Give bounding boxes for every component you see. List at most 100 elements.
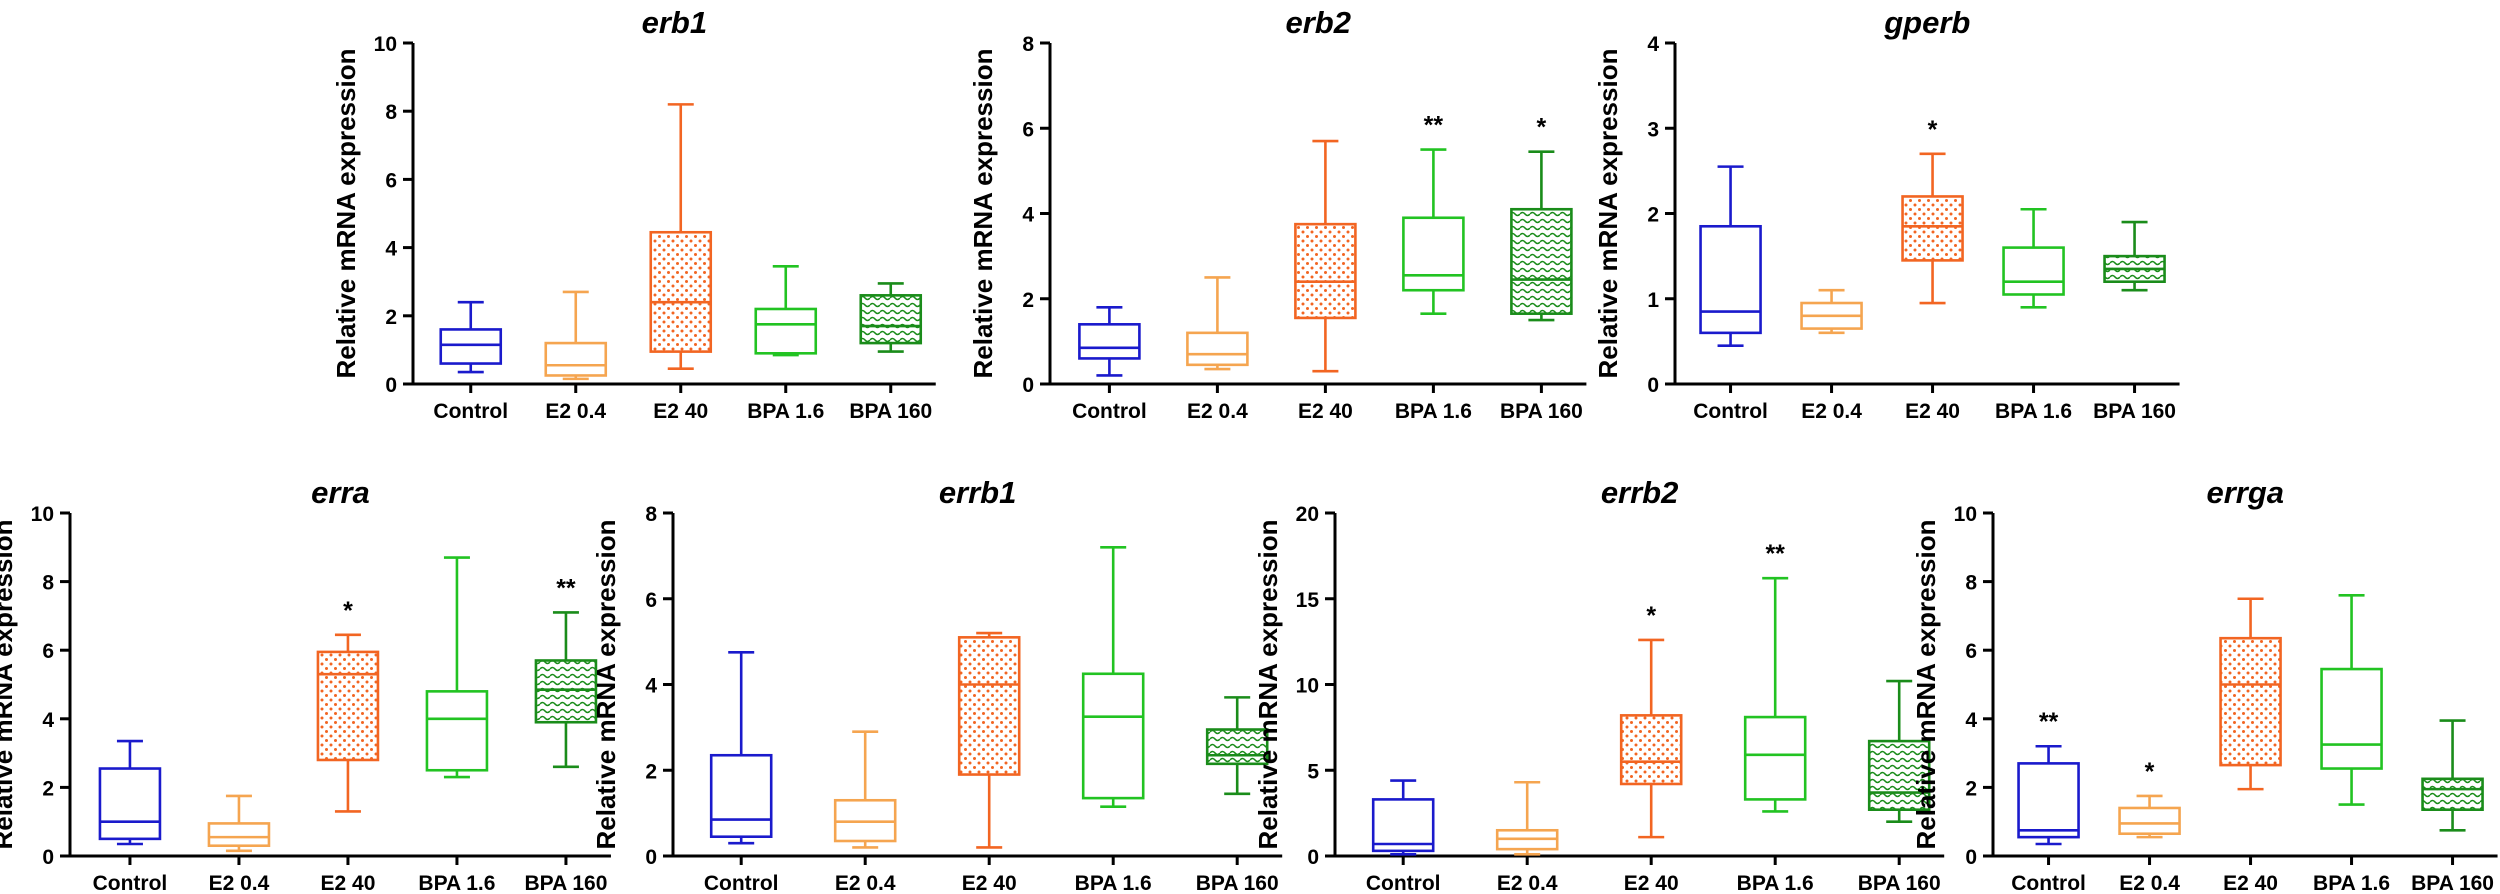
box-e2-40: [2219, 597, 2282, 791]
y-tick-label: 4: [645, 675, 657, 698]
y-tick-label: 8: [42, 572, 54, 595]
box-bpa-1-6: [1743, 576, 1807, 813]
box-iqr: [1205, 728, 1269, 766]
y-tick-label: 0: [42, 846, 54, 869]
panel-errga: 0 2 4 6 8 10 Relative mRNA expression errga Cont…: [1911, 475, 2498, 894]
y-tick-label: 8: [385, 101, 397, 124]
y-tick-label: 6: [42, 640, 54, 663]
y-axis-label: Relative mRNA expression: [1593, 49, 1623, 379]
significance-marker: *: [1537, 114, 1547, 142]
box-control: [2017, 744, 2080, 846]
x-tick-label: BPA 160: [1196, 872, 1279, 894]
y-tick-label: 20: [1296, 503, 1319, 526]
box-iqr: [1371, 798, 1435, 853]
box-iqr: [439, 328, 503, 365]
box-iqr: [754, 307, 818, 355]
y-tick-label: 10: [1296, 675, 1319, 698]
x-tick-label: E2 0.4: [1801, 400, 1862, 423]
y-tick-label: 8: [1965, 572, 1977, 595]
y-tick-label: 5: [1307, 760, 1319, 783]
box-bpa-1-6: [425, 556, 489, 779]
y-axis-label: Relative mRNA expression: [331, 49, 361, 379]
y-tick-label: 6: [1022, 118, 1034, 141]
box-bpa-160: [534, 611, 598, 769]
box-iqr: [98, 767, 162, 841]
box-e2-40: [1294, 139, 1357, 373]
y-tick-label: 10: [1954, 503, 1977, 526]
box-e2-0-4: [833, 730, 897, 849]
x-tick-label: BPA 1.6: [1395, 400, 1472, 423]
y-tick-label: 0: [385, 374, 397, 397]
y-tick-label: 6: [385, 169, 397, 192]
x-tick-label: E2 40: [1298, 400, 1353, 423]
x-tick-label: E2 0.4: [835, 872, 896, 894]
box-control: [1078, 305, 1141, 377]
box-iqr: [1402, 216, 1465, 292]
significance-marker: *: [2145, 758, 2155, 786]
box-iqr: [1081, 672, 1145, 800]
x-tick-label: E2 40: [1905, 400, 1960, 423]
y-tick-label: 6: [645, 589, 657, 612]
box-bpa-1-6: [2002, 207, 2065, 309]
box-control: [439, 300, 503, 374]
box-bpa-160: [2103, 220, 2166, 292]
significance-marker: *: [343, 597, 353, 625]
x-tick-label: Control: [704, 872, 779, 894]
box-iqr: [1078, 323, 1141, 360]
x-tick-label: BPA 1.6: [747, 400, 824, 423]
panel-gperb: 0 1 2 3 4 Relative mRNA expression gperb Contro…: [1593, 5, 2180, 423]
y-tick-label: 0: [1022, 374, 1034, 397]
box-control: [1371, 779, 1435, 856]
panel-erb1: 0 2 4 6 8 10 Relative mRNA expression erb1 Contr…: [331, 5, 936, 423]
x-tick-label: BPA 160: [525, 872, 608, 894]
x-tick-label: E2 40: [1624, 872, 1679, 894]
y-tick-label: 4: [42, 709, 54, 732]
y-tick-label: 6: [1965, 640, 1977, 663]
y-axis-label: Relative mRNA expression: [1253, 520, 1283, 850]
x-tick-label: Control: [2011, 872, 2086, 894]
x-tick-label: BPA 1.6: [1995, 400, 2072, 423]
box-iqr: [1619, 714, 1683, 786]
box-e2-40: [1619, 638, 1683, 839]
significance-marker: *: [1928, 116, 1938, 144]
y-tick-label: 2: [1965, 777, 1977, 800]
box-e2-0-4: [544, 290, 608, 381]
x-tick-label: E2 0.4: [545, 400, 606, 423]
significance-marker: *: [1646, 602, 1656, 630]
box-iqr: [1743, 715, 1807, 801]
box-iqr: [2017, 762, 2080, 839]
x-tick-label: BPA 1.6: [1737, 872, 1814, 894]
box-iqr: [2421, 777, 2484, 811]
y-tick-label: 2: [645, 760, 657, 783]
y-axis-label: Relative mRNA expression: [1911, 520, 1941, 850]
significance-marker: **: [556, 574, 576, 602]
x-tick-label: BPA 160: [2093, 400, 2176, 423]
box-e2-0-4: [1800, 288, 1863, 335]
box-bpa-160: [859, 282, 923, 353]
box-iqr: [1699, 224, 1762, 335]
box-e2-0-4: [207, 794, 271, 853]
y-tick-label: 10: [374, 33, 397, 56]
x-tick-label: BPA 1.6: [1075, 872, 1152, 894]
y-tick-label: 2: [42, 777, 54, 800]
x-tick-label: E2 0.4: [209, 872, 270, 894]
x-tick-label: E2 40: [321, 872, 376, 894]
panel-title: erb1: [642, 5, 707, 40]
panel-title: erb2: [1285, 5, 1350, 40]
box-iqr: [859, 294, 923, 345]
y-axis-label: Relative mRNA expression: [0, 520, 18, 850]
panel-errb1: 0 2 4 6 8 Relative mRNA expression errb1 Contro…: [591, 475, 1283, 894]
y-tick-label: 2: [1022, 289, 1034, 312]
panel-title: errb2: [1601, 475, 1679, 510]
y-tick-label: 2: [385, 306, 397, 329]
x-tick-label: BPA 160: [849, 400, 932, 423]
y-tick-label: 0: [1965, 846, 1977, 869]
box-iqr: [425, 690, 489, 772]
x-tick-label: E2 0.4: [1187, 400, 1248, 423]
box-iqr: [709, 753, 773, 839]
box-iqr: [534, 659, 598, 724]
box-bpa-160: [1510, 150, 1573, 322]
box-control: [98, 739, 162, 846]
y-tick-label: 8: [645, 503, 657, 526]
x-tick-label: E2 40: [2223, 872, 2278, 894]
